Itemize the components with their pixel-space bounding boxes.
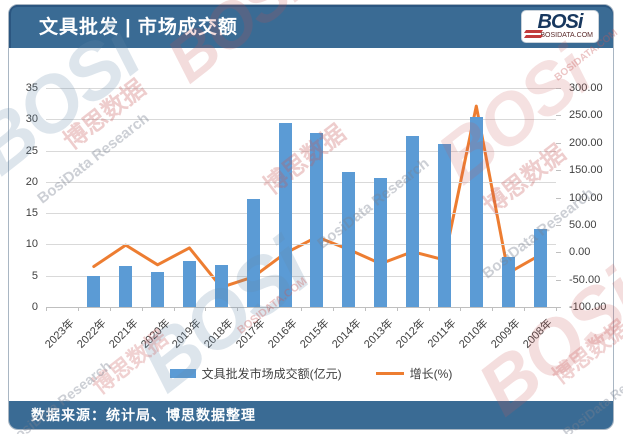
x-axis-tick — [364, 307, 366, 311]
bar-2008年 — [533, 228, 547, 307]
x-axis-tick — [173, 307, 175, 311]
bosi-logo-text: BOSi — [537, 11, 584, 33]
report-card: 文具批发 | 市场成交额 BOSi BOSIDATA.COM 0 5 10 15 20 2… — [8, 4, 614, 430]
x-axis-tick — [524, 307, 526, 311]
legend-item-line: 增长(%) — [375, 365, 453, 382]
logo-stripe-icon — [523, 35, 544, 38]
bar-2009年 — [501, 256, 515, 307]
header-bar: 文具批发 | 市场成交额 BOSi BOSIDATA.COM — [9, 5, 613, 48]
gridline — [46, 244, 556, 246]
right-axis-tick — [556, 252, 561, 254]
bosi-logo: BOSi BOSIDATA.COM — [521, 10, 599, 43]
page-title: 文具批发 | 市场成交额 — [39, 17, 238, 38]
y-axis-label-right: -100.00 — [569, 301, 607, 313]
x-axis-tick — [269, 307, 271, 311]
bar-2019年 — [182, 260, 196, 307]
bar-2010年 — [469, 117, 483, 307]
x-axis-tick — [492, 307, 494, 311]
x-axis-tick — [109, 307, 111, 311]
gridline — [46, 119, 556, 121]
source-footer: 数据来源：统计局、博思数据整理 — [9, 401, 613, 429]
bar-2011年 — [437, 143, 451, 307]
bar-2015年 — [310, 133, 324, 307]
y-axis-label-right: 250.00 — [569, 109, 603, 122]
x-axis-tick — [396, 307, 398, 311]
gridline — [46, 181, 556, 183]
x-axis-tick — [301, 307, 302, 311]
bar-swatch-icon — [169, 369, 196, 378]
right-axis-tick — [556, 88, 561, 89]
bar-2021年 — [119, 265, 133, 307]
y-axis-label-right: 0.00 — [569, 246, 591, 259]
bar-2022年 — [87, 276, 101, 307]
y-axis-label-left: 20 — [25, 175, 38, 188]
right-axis-tick — [556, 224, 561, 226]
y-axis-label-left: 5 — [31, 269, 38, 282]
bar-2013年 — [374, 178, 388, 307]
x-axis-tick — [237, 307, 239, 311]
x-axis-tick — [77, 307, 79, 311]
gridline — [46, 150, 556, 152]
plot-area: 0 5 10 15 20 25 30 35 300.00 250.00 200.00 150.00 10… — [26, 82, 607, 351]
y-axis-label-left: 0 — [31, 301, 38, 313]
bar-2014年 — [342, 172, 356, 307]
line-swatch-icon — [375, 372, 404, 375]
x-axis-tick — [556, 307, 557, 311]
right-axis-tick — [556, 115, 561, 117]
gridline — [46, 88, 556, 89]
x-axis-tick — [141, 307, 143, 311]
bar-2016年 — [278, 123, 292, 307]
y-axis-label-left: 10 — [25, 238, 38, 251]
right-axis-tick — [556, 307, 561, 308]
bar-2017年 — [246, 199, 260, 307]
x-axis-tick — [428, 307, 430, 311]
right-axis-tick — [556, 279, 561, 281]
gridline — [46, 275, 556, 277]
x-axis-tick — [460, 307, 462, 311]
x-axis-tick — [332, 307, 334, 311]
chart-legend: 文具批发市场成交额(亿元) 增长(%) — [9, 365, 613, 382]
bar-2012年 — [406, 136, 420, 307]
y-axis-label-right: 300.00 — [569, 82, 603, 94]
x-axis-tick — [46, 307, 47, 311]
legend-line-label: 增长(%) — [409, 367, 453, 381]
x-axis-tick — [205, 307, 207, 311]
bar-2018年 — [214, 265, 228, 307]
bar-2020年 — [151, 271, 165, 307]
y-axis-label-left: 15 — [25, 207, 38, 220]
y-axis-label-left: 25 — [25, 144, 38, 157]
logo-stripe-icon — [523, 30, 544, 33]
gridline — [46, 213, 556, 215]
right-axis-tick — [556, 197, 561, 199]
right-axis-tick — [556, 170, 561, 172]
bosi-logo-site: BOSIDATA.COM — [540, 32, 593, 39]
legend-bar-label: 文具批发市场成交额(亿元) — [201, 367, 342, 381]
y-axis-label-left: 30 — [25, 113, 38, 126]
legend-item-bar: 文具批发市场成交额(亿元) — [169, 365, 342, 382]
y-axis-label-right: 50.00 — [569, 218, 597, 231]
y-axis-label-right: 100.00 — [569, 191, 603, 204]
y-axis-label-right: 150.00 — [569, 164, 603, 177]
y-axis-label-left: 35 — [25, 82, 38, 94]
right-axis-tick — [556, 142, 561, 144]
y-axis-label-right: -50.00 — [569, 273, 601, 286]
y-axis-label-right: 200.00 — [569, 136, 603, 149]
